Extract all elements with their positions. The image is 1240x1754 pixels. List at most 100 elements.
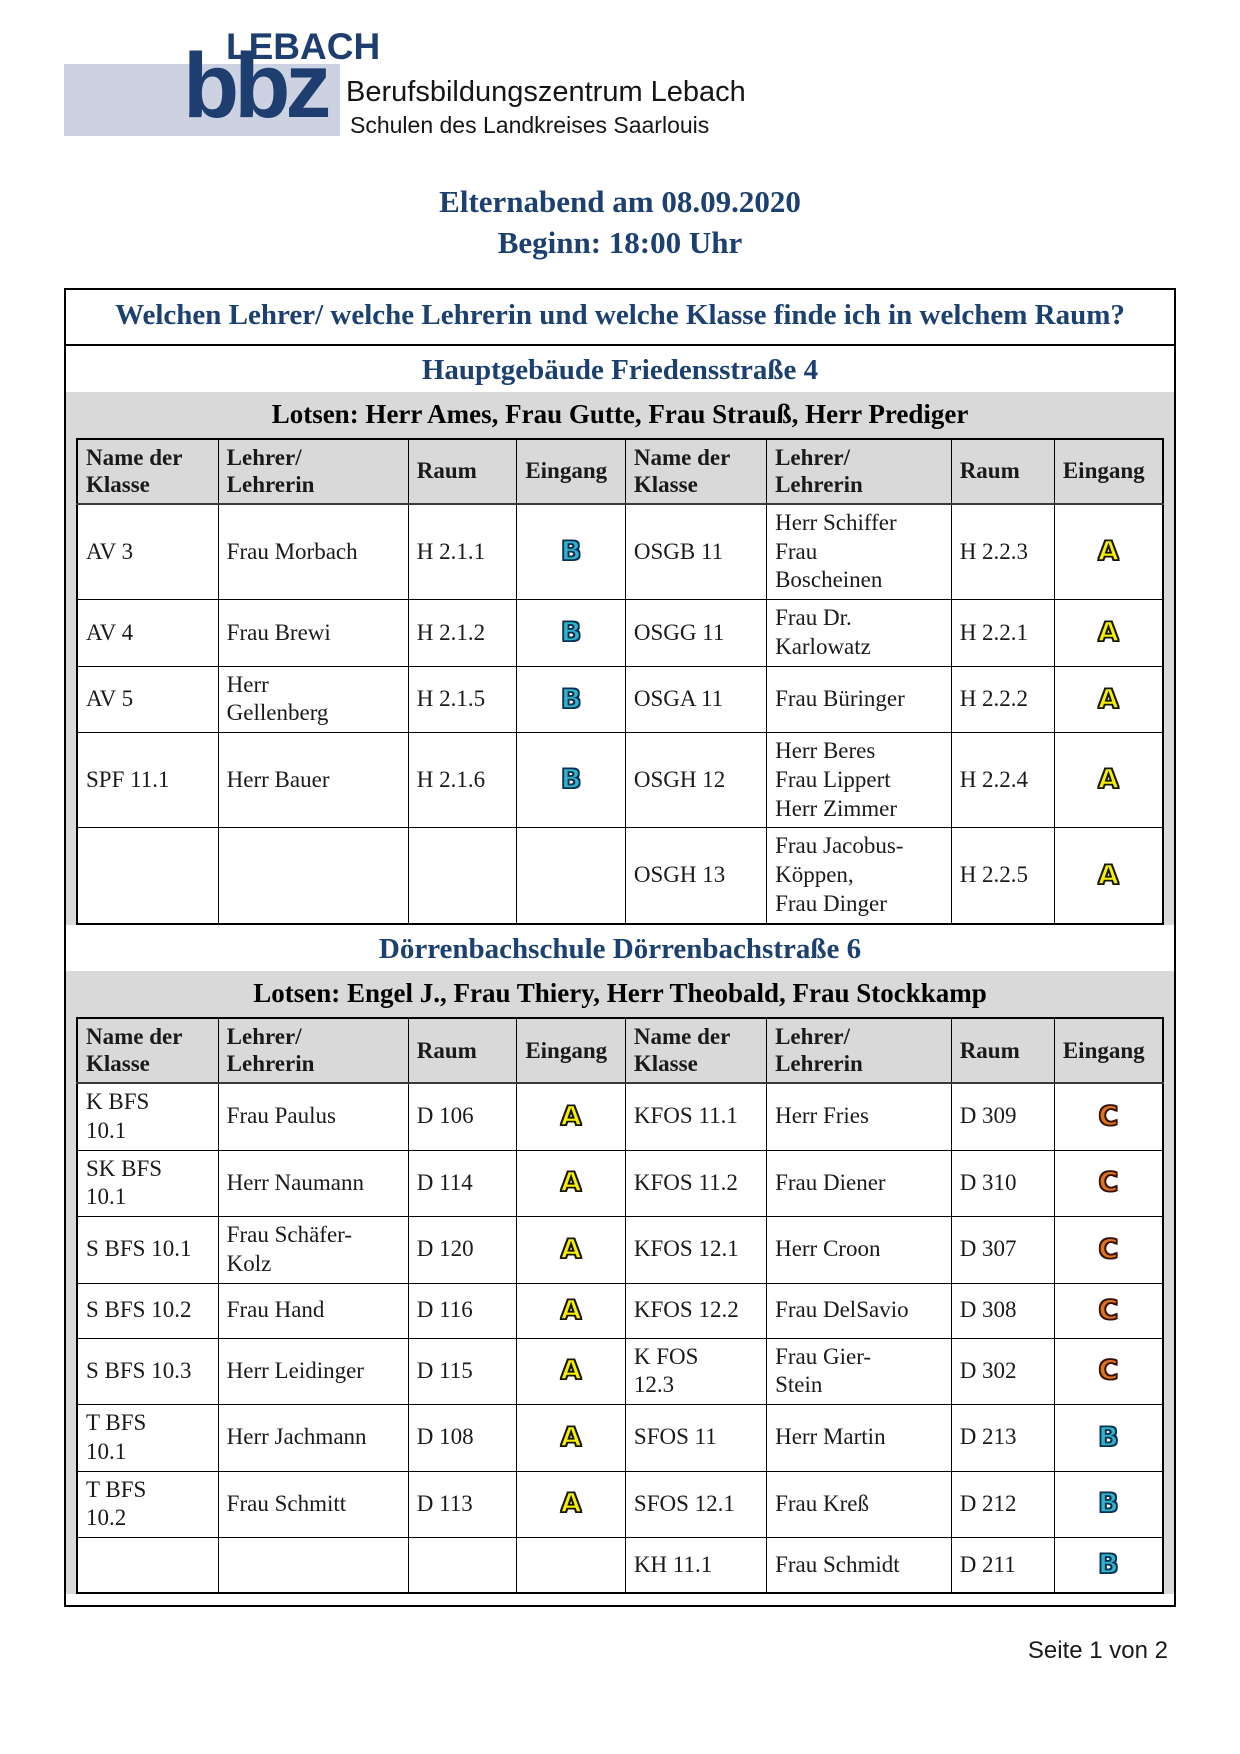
entrance-cell: A [516, 1282, 626, 1339]
entrance-cell: B [516, 665, 626, 734]
table-row: KH 11.1 Frau Schmidt D 211 B [76, 1537, 1164, 1594]
entrance-cell: A [516, 1337, 626, 1405]
page-indicator: Seite 1 von 2 [1027, 1637, 1168, 1664]
table-wrap: Name der Klasse Lehrer/ Lehrerin Raum Einga… [66, 437, 1174, 925]
entrance-cell: A [516, 1149, 626, 1217]
class-name-cell: K FOS 12.3 [624, 1337, 768, 1405]
section-doerrenbachschule: Dörrenbachschule Dörrenbachstraße 6 Lots… [66, 925, 1174, 1594]
room-table-hauptgebaeude: Name der Klasse Lehrer/ Lehrerin Raum Einga… [76, 437, 1164, 925]
class-name-cell: SK BFS 10.1 [76, 1149, 219, 1217]
teacher-cell: Herr Schiffer Frau Boscheinen [766, 503, 952, 601]
class-name-cell: KFOS 12.2 [624, 1282, 768, 1339]
table-row: OSGH 13 Frau Jacobus- Köppen, Frau Dinger… [76, 827, 1164, 925]
entrance-letter: A [1097, 683, 1119, 716]
entrance-letter: B [560, 535, 582, 568]
class-name-cell: S BFS 10.2 [76, 1282, 219, 1339]
entrance-letter: A [560, 1421, 582, 1454]
teacher-cell: Frau Brewi [217, 599, 409, 667]
teacher-cell: Herr Leidinger [217, 1337, 409, 1405]
entrance-letter: C [1098, 1294, 1119, 1327]
teacher-cell: Frau Kreß [766, 1470, 952, 1538]
entrance-cell: C [1053, 1216, 1164, 1284]
table-row: S BFS 10.1 Frau Schäfer- Kolz D 120 A KFOS 1… [76, 1216, 1164, 1284]
building-title: Hauptgebäude Friedensstraße 4 [421, 353, 819, 386]
entrance-cell: B [1053, 1470, 1164, 1538]
logo-bbz-text: bbz [183, 35, 331, 137]
entrance-letter: A [560, 1294, 582, 1327]
column-header: Eingang [1053, 1017, 1164, 1085]
class-name-cell: KFOS 12.1 [624, 1216, 768, 1284]
entrance-cell: B [1053, 1537, 1164, 1594]
teacher-cell: Herr Martin [766, 1404, 952, 1472]
entrance-cell: C [1053, 1337, 1164, 1405]
building-title: Dörrenbachschule Dörrenbachstraße 6 [378, 932, 862, 965]
table-header-row: Name der Klasse Lehrer/ Lehrerin Raum Einga… [76, 438, 1164, 505]
room-cell: H 2.2.3 [950, 503, 1055, 601]
entrance-letter: B [1097, 1421, 1119, 1454]
column-header: Name der Klasse [624, 1017, 768, 1085]
room-cell: D 309 [950, 1082, 1055, 1151]
entrance-letter: A [1097, 616, 1119, 649]
column-header: Name der Klasse [76, 438, 219, 505]
room-cell: D 106 [407, 1082, 518, 1151]
teacher-cell: Herr Gellenberg [217, 665, 409, 734]
school-subtitle: Schulen des Landkreises Saarlouis [350, 112, 710, 138]
room-cell: D 302 [950, 1337, 1055, 1405]
teacher-cell: Herr Naumann [217, 1149, 409, 1217]
teacher-cell: Herr Fries [766, 1082, 952, 1151]
room-cell: H 2.1.6 [407, 732, 518, 829]
column-header: Lehrer/ Lehrerin [217, 438, 409, 505]
entrance-cell: A [1053, 732, 1164, 829]
class-name-cell: T BFS 10.2 [76, 1470, 219, 1538]
question-heading: Welchen Lehrer/ welche Lehrerin und welc… [66, 290, 1174, 346]
section-hauptgebaeude: Hauptgebäude Friedensstraße 4 Lotsen: He… [66, 346, 1174, 925]
class-name-cell: S BFS 10.3 [76, 1337, 219, 1405]
entrance-cell: B [516, 503, 626, 601]
class-name-cell: OSGB 11 [624, 503, 768, 601]
table-row: AV 5 Herr Gellenberg H 2.1.5 B OSGA 11 Frau B… [76, 665, 1164, 734]
column-header: Name der Klasse [624, 438, 768, 505]
table-row: K BFS 10.1 Frau Paulus D 106 A KFOS 11.1 Herr… [76, 1082, 1164, 1151]
column-header: Raum [407, 1017, 518, 1085]
class-name-cell: SFOS 12.1 [624, 1470, 768, 1538]
class-name-cell: K BFS 10.1 [76, 1082, 219, 1151]
entrance-letter: B [560, 764, 582, 797]
room-cell [407, 1537, 518, 1594]
column-header: Raum [407, 438, 518, 505]
room-cell: D 307 [950, 1216, 1055, 1284]
entrance-letter: A [560, 1233, 582, 1266]
room-table-doerrenbachschule: Name der Klasse Lehrer/ Lehrerin Raum Einga… [76, 1016, 1164, 1594]
table-row: T BFS 10.1 Herr Jachmann D 108 A SFOS 11 Herr… [76, 1404, 1164, 1472]
class-name-cell: OSGA 11 [624, 665, 768, 734]
class-name-cell: AV 4 [76, 599, 219, 667]
teacher-cell: Frau Jacobus- Köppen, Frau Dinger [766, 827, 952, 925]
room-cell: H 2.2.1 [950, 599, 1055, 667]
table-row: S BFS 10.3 Herr Leidinger D 115 A K FOS 12.3… [76, 1337, 1164, 1405]
room-cell: H 2.2.2 [950, 665, 1055, 734]
teacher-cell: Herr Jachmann [217, 1404, 409, 1472]
table-row: S BFS 10.2 Frau Hand D 116 A KFOS 12.2 Frau D… [76, 1282, 1164, 1339]
entrance-letter: A [560, 1355, 582, 1388]
entrance-cell: A [516, 1470, 626, 1538]
column-header: Lehrer/ Lehrerin [766, 438, 952, 505]
column-header: Name der Klasse [76, 1017, 219, 1085]
logo-accent-rect [64, 64, 340, 136]
entrance-cell: A [1053, 599, 1164, 667]
lotsen-line: Lotsen: Herr Ames, Frau Gutte, Frau Stra… [66, 392, 1174, 438]
entrance-cell [516, 827, 626, 925]
teacher-cell [217, 1537, 409, 1594]
class-name-cell: OSGH 12 [624, 732, 768, 829]
table-row: SK BFS 10.1 Herr Naumann D 114 A KFOS 11.2 Fr… [76, 1149, 1164, 1217]
entrance-letter: A [560, 1167, 582, 1200]
class-name-cell [76, 1537, 219, 1594]
teacher-cell [217, 827, 409, 925]
class-name-cell: OSGG 11 [624, 599, 768, 667]
teacher-cell: Herr Beres Frau Lippert Herr Zimmer [766, 732, 952, 829]
event-title-line1: Elternabend am 08.09.2020 [439, 184, 801, 219]
class-name-cell: AV 5 [76, 665, 219, 734]
box-bottom-gap [66, 1594, 1174, 1605]
entrance-cell: C [1053, 1082, 1164, 1151]
room-cell: D 114 [407, 1149, 518, 1217]
room-cell: D 213 [950, 1404, 1055, 1472]
